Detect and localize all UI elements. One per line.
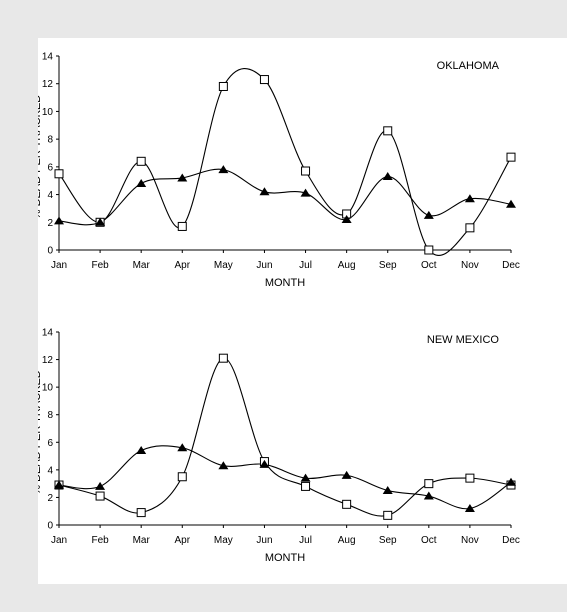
- series-line: [58, 68, 512, 257]
- data-point-square: [218, 81, 228, 91]
- x-tick-label: Nov: [461, 260, 479, 271]
- data-point-triangle: [423, 491, 434, 500]
- data-point-square: [465, 473, 475, 483]
- y-tick-label: 4: [47, 190, 53, 201]
- data-point-square: [424, 245, 434, 255]
- data-point-square: [424, 479, 434, 489]
- data-point-square: [506, 152, 516, 162]
- x-tick-label: Feb: [91, 260, 109, 271]
- data-point-square: [301, 481, 311, 491]
- data-point-triangle: [54, 216, 64, 225]
- data-point-square: [218, 353, 228, 363]
- x-tick-label: Jul: [299, 260, 312, 271]
- data-point-triangle: [506, 199, 516, 208]
- data-point-triangle: [382, 486, 393, 495]
- series-line: [58, 445, 512, 510]
- x-tick-label: Jun: [256, 260, 272, 271]
- data-point-triangle: [177, 443, 188, 452]
- data-point-triangle: [218, 165, 229, 174]
- x-tick-label: Apr: [174, 260, 190, 271]
- data-point-triangle: [136, 446, 147, 455]
- figure-frame: 0 2 4 6 8 10 12 14 Jan Feb Mar Apr May Jun Jul Aug Sep Oc…: [38, 38, 567, 584]
- x-tick-label: Nov: [461, 535, 479, 546]
- x-tick-label: Feb: [91, 535, 109, 546]
- data-point-triangle: [506, 477, 516, 486]
- data-point-square: [301, 166, 311, 176]
- data-point-triangle: [177, 173, 188, 182]
- y-axis-title: % DEAD PER TRACKED: [38, 95, 43, 220]
- data-point-square: [136, 156, 146, 166]
- x-tick-label: Dec: [502, 535, 520, 546]
- data-point-triangle: [259, 459, 270, 468]
- x-tick-label: Aug: [338, 535, 356, 546]
- y-tick-label: 0: [47, 521, 53, 532]
- y-tick-label: 10: [42, 107, 54, 118]
- y-tick-label: 14: [42, 52, 54, 63]
- y-tick-label: 8: [47, 410, 53, 421]
- data-point-triangle: [382, 172, 393, 181]
- data-point-triangle: [95, 217, 106, 226]
- data-point-square: [54, 169, 64, 179]
- x-tick-label: May: [214, 535, 233, 546]
- y-tick-label: 12: [42, 355, 54, 366]
- y-tick-label: 4: [47, 465, 53, 476]
- data-point-triangle: [218, 461, 229, 470]
- data-point-triangle: [423, 210, 434, 219]
- x-tick-label: Jun: [256, 535, 272, 546]
- x-tick-label: Oct: [421, 260, 437, 271]
- x-tick-label: Aug: [338, 260, 356, 271]
- data-point-square: [177, 221, 187, 231]
- x-tick-label: May: [214, 260, 233, 271]
- y-tick-label: 14: [42, 328, 54, 339]
- y-tick-label: 8: [47, 135, 53, 146]
- data-point-square: [177, 472, 187, 482]
- data-point-square: [136, 508, 146, 518]
- data-point-square: [259, 75, 269, 85]
- data-point-triangle: [341, 215, 352, 224]
- chart-figure: 0 2 4 6 8 10 12 14 Jan Feb Mar Apr May Jun Jul Aug Sep Oc…: [38, 52, 520, 565]
- data-point-triangle: [300, 188, 311, 197]
- data-point-triangle: [341, 470, 352, 479]
- y-tick-label: 12: [42, 79, 54, 90]
- data-point-square: [383, 126, 393, 136]
- data-point-triangle: [136, 178, 147, 187]
- panel-title: NEW MEXICO: [427, 334, 500, 346]
- y-tick-label: 6: [47, 438, 53, 449]
- data-point-triangle: [464, 503, 475, 512]
- data-point-square: [465, 223, 475, 233]
- x-tick-label: Dec: [502, 260, 520, 271]
- x-tick-label: Sep: [379, 535, 397, 546]
- data-point-triangle: [300, 473, 311, 482]
- data-point-triangle: [259, 187, 270, 196]
- data-point-triangle: [54, 480, 64, 489]
- y-tick-label: 10: [42, 383, 54, 394]
- data-point-square: [383, 510, 393, 520]
- x-tick-label: Jan: [51, 535, 67, 546]
- y-tick-label: 6: [47, 162, 53, 173]
- series-line: [58, 357, 512, 517]
- x-tick-label: Jul: [299, 535, 312, 546]
- data-point-triangle: [464, 194, 475, 203]
- x-tick-label: Apr: [174, 535, 190, 546]
- x-tick-label: Mar: [133, 260, 151, 271]
- x-tick-label: Oct: [421, 535, 437, 546]
- panel-title: OKLAHOMA: [437, 60, 500, 72]
- y-tick-label: 2: [47, 218, 53, 229]
- data-point-triangle: [95, 481, 106, 490]
- x-tick-label: Mar: [133, 535, 151, 546]
- data-point-square: [342, 499, 352, 509]
- y-axis-title: % DEAD PER TRACKED: [38, 370, 43, 495]
- data-point-square: [95, 491, 105, 501]
- x-axis-title: MONTH: [265, 552, 305, 564]
- x-tick-label: Sep: [379, 260, 397, 271]
- x-tick-label: Jan: [51, 260, 67, 271]
- x-axis-title: MONTH: [265, 277, 305, 289]
- y-tick-label: 2: [47, 493, 53, 504]
- y-tick-label: 0: [47, 246, 53, 257]
